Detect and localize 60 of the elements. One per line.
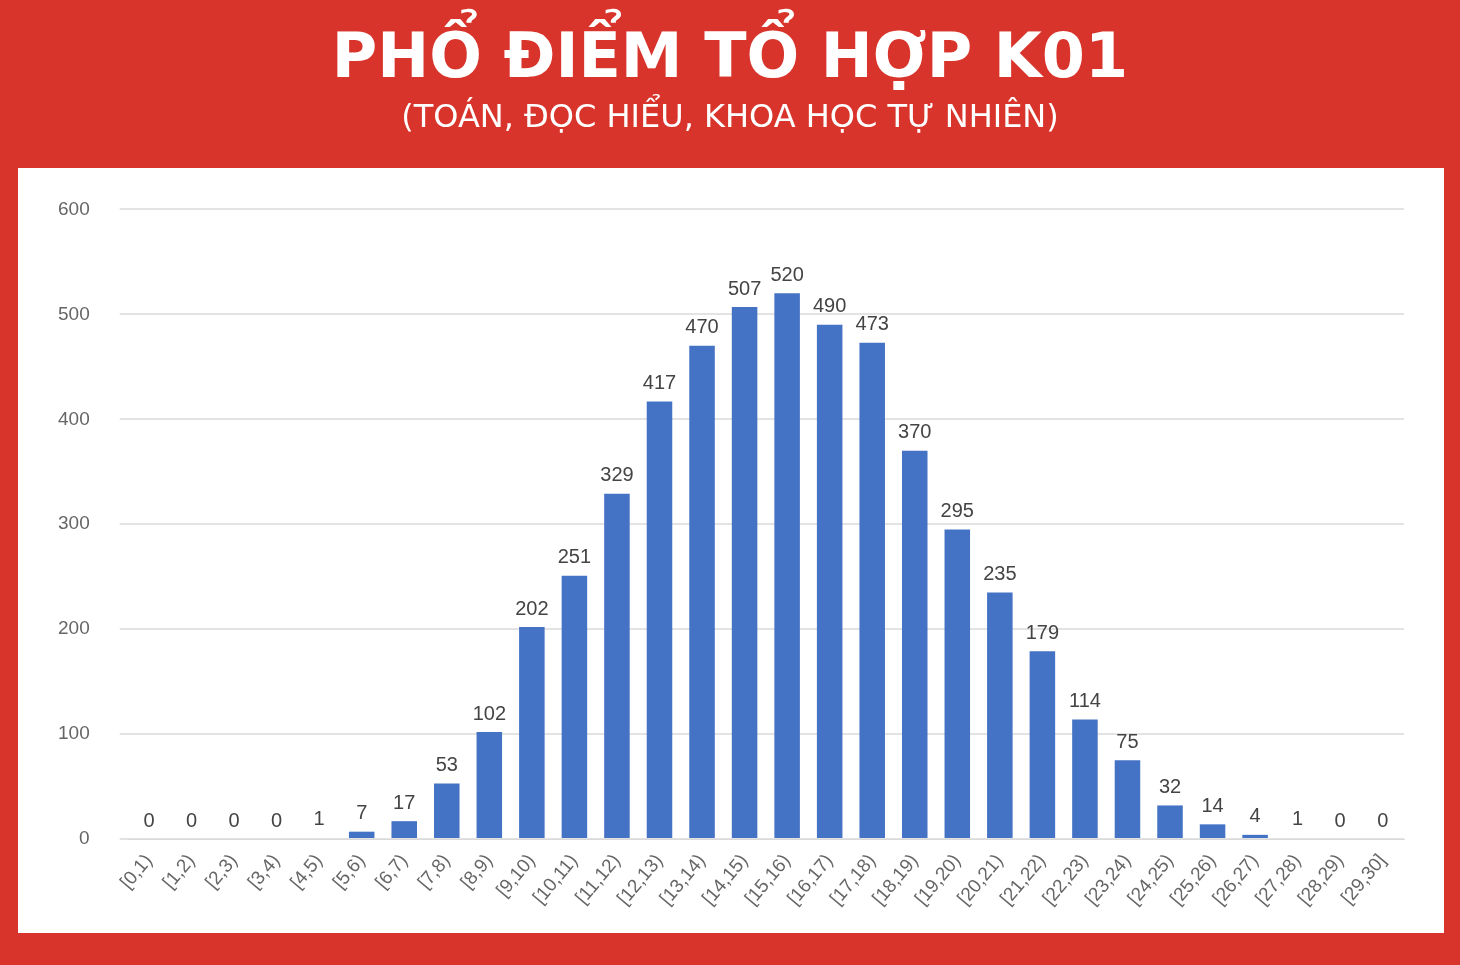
data-label: 520 <box>770 262 804 285</box>
bar <box>731 306 758 839</box>
bar <box>1029 651 1056 839</box>
y-tick-label: 200 <box>58 617 90 639</box>
data-label: 4 <box>1249 804 1261 827</box>
data-label: 370 <box>898 420 932 443</box>
bar <box>604 493 630 839</box>
y-tick-label: 500 <box>58 302 90 324</box>
data-label: 114 <box>1068 688 1101 711</box>
data-label: 0 <box>143 808 155 831</box>
bar <box>774 293 800 839</box>
data-label: 1 <box>313 807 325 830</box>
data-label: 1 <box>1292 807 1304 830</box>
data-label: 0 <box>1334 808 1346 831</box>
data-label: 295 <box>940 498 974 521</box>
data-label: 75 <box>1116 729 1139 752</box>
data-label: 202 <box>515 596 549 619</box>
data-label: 0 <box>185 808 198 831</box>
data-label: 7 <box>356 801 368 824</box>
bar <box>1199 824 1226 839</box>
bar <box>859 342 885 839</box>
bar <box>434 783 460 839</box>
data-label: 490 <box>812 294 847 317</box>
data-label: 0 <box>271 808 283 831</box>
data-label: 251 <box>557 545 592 568</box>
y-tick-label: 400 <box>58 407 90 429</box>
data-label: 0 <box>228 808 240 831</box>
bar <box>1157 805 1183 839</box>
bar <box>816 324 843 839</box>
data-label: 179 <box>1025 620 1060 643</box>
y-tick-label: 300 <box>58 512 90 534</box>
bar <box>689 345 715 839</box>
data-label: 0 <box>1377 808 1389 831</box>
y-tick-label: 600 <box>58 197 90 219</box>
y-tick-label: 100 <box>58 722 90 744</box>
data-label: 235 <box>983 561 1017 584</box>
bar <box>519 627 545 839</box>
bar <box>1072 719 1098 839</box>
bar <box>1242 834 1268 839</box>
bar <box>561 575 588 839</box>
bar <box>348 831 375 839</box>
y-tick-label: 0 <box>79 827 90 849</box>
data-label: 329 <box>600 463 634 486</box>
bar <box>476 731 503 839</box>
data-label: 507 <box>727 276 762 299</box>
data-label: 32 <box>1158 774 1182 797</box>
data-label: 14 <box>1201 793 1224 816</box>
bar <box>987 592 1013 839</box>
bar <box>391 821 417 839</box>
bar <box>944 529 971 839</box>
data-label: 470 <box>685 315 719 338</box>
data-label: 53 <box>435 752 458 775</box>
bar <box>646 401 673 839</box>
chart-subtitle: (TOÁN, ĐỌC HIỂU, KHOA HỌC TỰ NHIÊN) <box>400 96 1060 136</box>
data-label: 102 <box>472 701 507 724</box>
bar <box>1114 760 1141 839</box>
data-label: 17 <box>393 790 416 813</box>
data-label: 417 <box>642 370 677 393</box>
bar <box>901 450 928 839</box>
data-label: 473 <box>855 312 889 335</box>
